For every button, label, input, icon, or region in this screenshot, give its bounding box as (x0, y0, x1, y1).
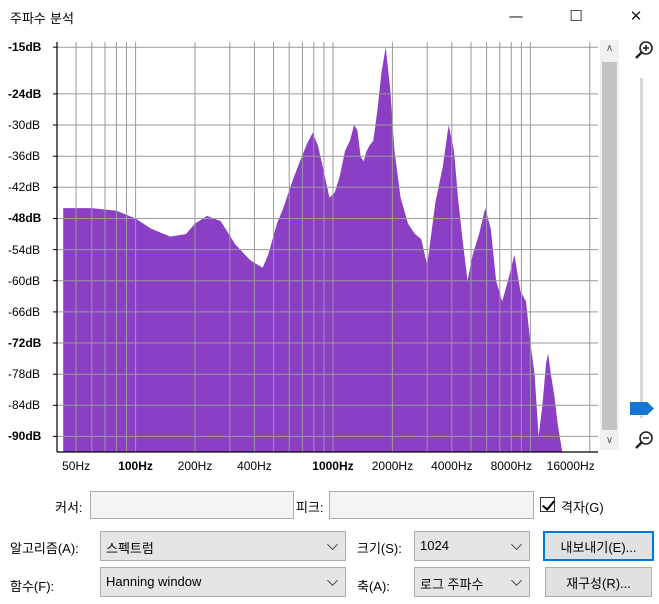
size-select-value: 1024 (420, 538, 449, 553)
y-tick-label: -15dB (8, 40, 42, 55)
x-tick-label: 50Hz (62, 459, 91, 473)
scroll-down-arrow-icon[interactable]: ∨ (605, 435, 614, 446)
x-tick-label: 200Hz (177, 459, 213, 473)
x-tick-label: 16000Hz (546, 459, 595, 473)
close-button[interactable]: ✕ (629, 7, 643, 25)
y-tick-label: -66dB (8, 304, 41, 319)
chevron-down-icon (511, 575, 522, 586)
y-tick-label: -24dB (8, 86, 42, 101)
axis-select-value: 로그 주파수 (420, 577, 484, 592)
minimize-button[interactable]: — (508, 7, 524, 25)
function-select-value: Hanning window (106, 574, 202, 589)
algorithm-select-value: 스펙트럼 (106, 541, 154, 556)
scrollbar-thumb[interactable] (602, 62, 617, 430)
y-tick-label: -84dB (8, 398, 41, 413)
y-tick-label: -30dB (8, 118, 41, 133)
x-tick-label: 1000Hz (312, 459, 354, 473)
chevron-down-icon (327, 539, 338, 550)
y-tick-label: -90dB (8, 429, 42, 444)
axis-label: 축(A): (357, 579, 390, 594)
algorithm-label: 알고리즘(A): (10, 541, 79, 556)
chevron-down-icon (327, 575, 338, 586)
y-tick-label: -48dB (8, 211, 42, 226)
x-tick-label: 8000Hz (490, 459, 532, 473)
algorithm-select[interactable]: 스펙트럼 (100, 531, 346, 561)
y-tick-label: -72dB (8, 336, 42, 350)
x-tick-label: 100Hz (118, 459, 153, 473)
replot-button[interactable]: 재구성(R)... (545, 567, 652, 597)
title-bar: 주파수 분석 — ☐ ✕ (0, 0, 659, 32)
peak-field (329, 491, 534, 519)
y-tick-label: -60dB (8, 273, 41, 288)
y-tick-label: -36dB (8, 149, 41, 164)
grid-checkbox[interactable] (540, 497, 555, 512)
x-tick-label: 4000Hz (431, 459, 473, 473)
spectrum-plot[interactable]: -15dB -24dB -30dB -36dB -42dB -48dB -54dB -60dB… (0, 32, 600, 482)
zoom-in-icon[interactable] (634, 40, 654, 60)
x-tick-label: 400Hz (237, 459, 272, 473)
zoom-thumb[interactable] (630, 402, 654, 415)
cursor-field (90, 491, 294, 519)
spectrum-chart (53, 42, 598, 453)
maximize-button[interactable]: ☐ (569, 7, 583, 25)
peak-label: 피크: (296, 500, 324, 515)
x-tick-label: 2000Hz (371, 459, 414, 473)
axis-select[interactable]: 로그 주파수 (414, 567, 530, 597)
function-label: 함수(F): (10, 579, 55, 594)
zoom-track[interactable] (640, 78, 643, 418)
vertical-scrollbar[interactable]: ∧ ∨ (600, 40, 619, 450)
cursor-label: 커서: (55, 500, 83, 515)
function-select[interactable]: Hanning window (100, 567, 346, 597)
y-tick-label: -54dB (8, 242, 41, 257)
size-select[interactable]: 1024 (414, 531, 530, 561)
size-label: 크기(S): (357, 541, 402, 556)
zoom-slider[interactable] (624, 36, 659, 456)
y-tick-label: -78dB (8, 367, 41, 382)
grid-checkbox-label[interactable]: 격자(G) (561, 500, 604, 515)
chevron-down-icon (511, 539, 522, 550)
y-tick-label: -42dB (8, 180, 41, 195)
export-button[interactable]: 내보내기(E)... (543, 531, 654, 561)
window-title: 주파수 분석 (10, 12, 74, 27)
zoom-out-icon[interactable] (634, 430, 654, 450)
scroll-up-arrow-icon[interactable]: ∧ (605, 43, 614, 54)
